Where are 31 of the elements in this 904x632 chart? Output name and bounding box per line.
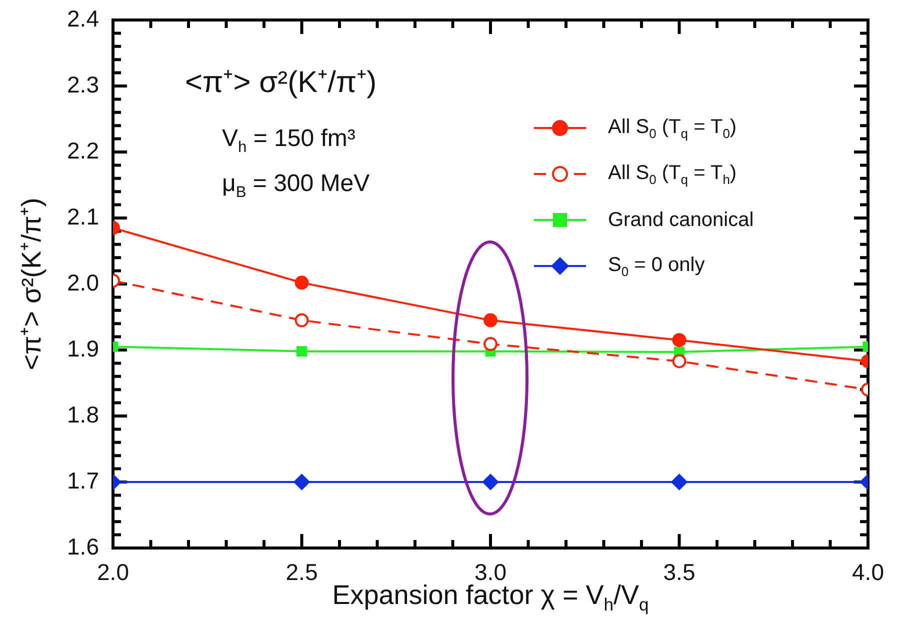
- point: [296, 346, 307, 357]
- x-tick-label: 3.5: [663, 559, 696, 586]
- y-tick-label: 1.8: [67, 401, 99, 428]
- y-tick-label: 2.4: [67, 5, 100, 32]
- y-tick-label: 1.6: [67, 533, 99, 560]
- annotation: μ$_{B}$ = 300 MeV: [222, 170, 370, 202]
- point: [484, 337, 498, 352]
- point: [294, 313, 309, 328]
- point: [672, 354, 686, 368]
- text: <π⁺> σ²(K⁺/π⁺): [185, 65, 377, 101]
- point: [294, 276, 309, 290]
- x-tick-label: 2.0: [97, 559, 129, 586]
- x-tick-label: 4.0: [852, 559, 884, 586]
- point: [482, 474, 498, 490]
- point: [671, 474, 688, 490]
- point: [484, 313, 498, 328]
- y-tick-label: 2.1: [67, 203, 99, 230]
- legend-label: All S$_{0}$ (T$_{q}$ = T$_{h}$): [608, 162, 737, 186]
- legend-label: S$_{0}$ = 0 only: [608, 254, 705, 278]
- y-tick-label: 2.3: [67, 71, 99, 98]
- x-tick-label: 2.5: [286, 559, 318, 586]
- y-tick-label: 2.2: [67, 137, 99, 164]
- y-tick-label: 1.9: [67, 335, 99, 362]
- legend-label: All S$_{0}$ (T$_{q}$ = T$_{0}$): [608, 116, 737, 140]
- y-axis-title: <π⁺> σ²(K⁺/π⁺): [16, 198, 48, 370]
- point: [294, 474, 310, 490]
- point: [672, 333, 686, 348]
- y-tick-label: 2.0: [67, 269, 99, 296]
- annotation: V$_{h}$ = 150 fm³: [222, 125, 356, 157]
- legend-label: Grand canonical: [608, 208, 754, 232]
- y-tick-label: 1.7: [67, 467, 99, 494]
